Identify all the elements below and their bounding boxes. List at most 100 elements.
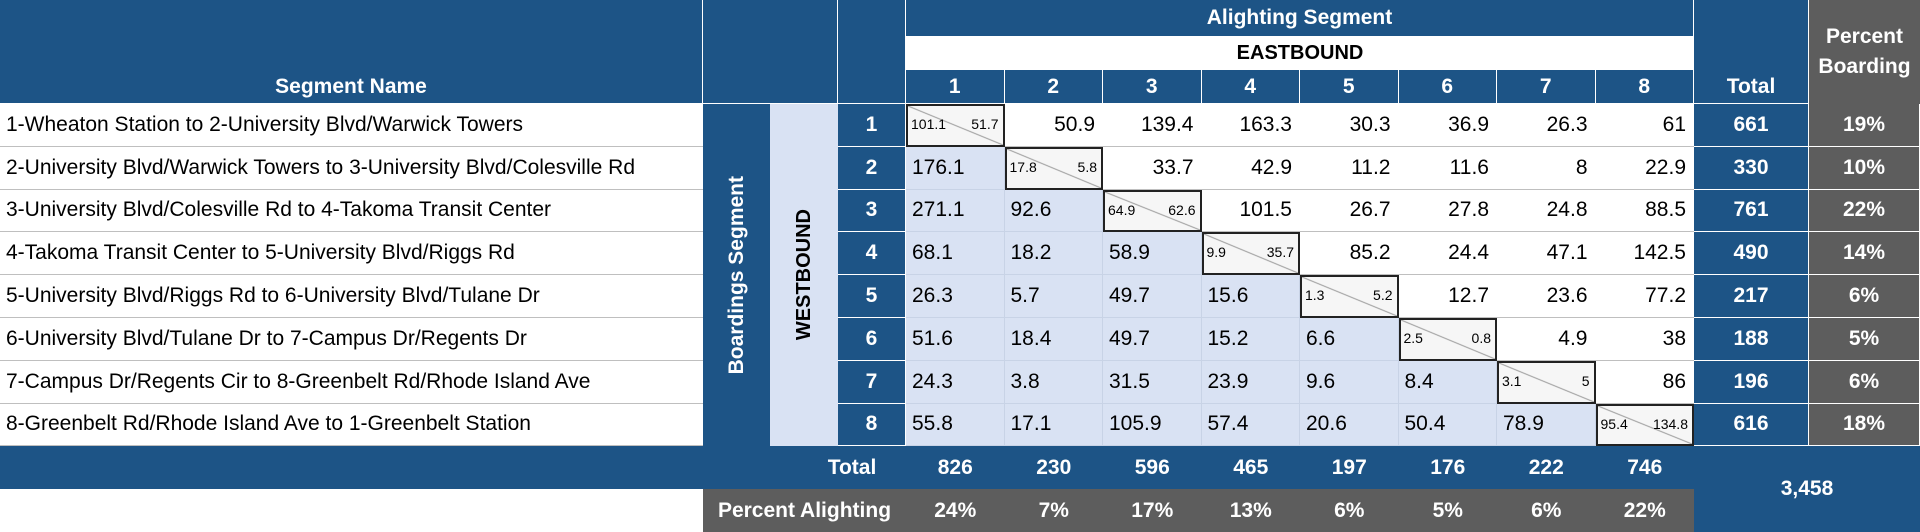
column-header-3: 3 xyxy=(1103,70,1202,104)
cell-r3-c7: 24.8 xyxy=(1497,189,1596,233)
row-total-4: 490 xyxy=(1694,232,1809,276)
cell-r6-c7: 4.9 xyxy=(1497,318,1596,361)
column-header-5: 5 xyxy=(1300,70,1399,104)
column-percent-2: 7% xyxy=(1004,489,1103,532)
cell-r6-c8: 38 xyxy=(1595,318,1694,361)
column-percent-6: 5% xyxy=(1398,489,1497,532)
cell-r5-c6: 12.7 xyxy=(1398,275,1497,318)
segment-name-row-8: 8-Greenbelt Rd/Rhode Island Ave to 1-Gre… xyxy=(0,403,703,447)
diagonal-value-b: 5 xyxy=(1581,372,1590,389)
diagonal-value-b: 134.8 xyxy=(1652,415,1688,432)
row-percent-3: 22% xyxy=(1809,189,1920,233)
row-percent-7: 6% xyxy=(1809,360,1920,404)
cell-r7-c5: 9.6 xyxy=(1300,360,1399,404)
diagonal-value-a: 64.9 xyxy=(1108,201,1136,218)
total-header: Total xyxy=(1694,0,1809,104)
westbound-label: WESTBOUND xyxy=(770,104,838,446)
cell-r7-c4: 23.9 xyxy=(1201,360,1300,404)
cell-r4-c7: 47.1 xyxy=(1497,232,1596,276)
row-total-6: 188 xyxy=(1694,318,1809,361)
column-header-2: 2 xyxy=(1004,70,1103,104)
cell-r8-c1: 55.8 xyxy=(906,403,1005,447)
row-total-8: 616 xyxy=(1694,403,1809,447)
cell-r7-c1: 24.3 xyxy=(906,360,1005,404)
row-number-8: 8 xyxy=(838,403,906,447)
cell-r5-c1: 26.3 xyxy=(906,275,1005,318)
diagonal-value-a: 1.3 xyxy=(1305,287,1325,304)
cell-r4-c6: 24.4 xyxy=(1398,232,1497,276)
diagonal-cell-3: 64.9 62.6 xyxy=(1103,189,1202,233)
cell-r1-c8: 61 xyxy=(1595,104,1694,147)
header-blank-number xyxy=(838,0,906,104)
cell-r2-c1: 176.1 xyxy=(906,146,1005,190)
column-header-1: 1 xyxy=(906,70,1005,104)
cell-r2-c6: 11.6 xyxy=(1398,146,1497,190)
column-header-8: 8 xyxy=(1595,70,1694,104)
segment-name-row-5: 5-University Blvd/Riggs Rd to 6-Universi… xyxy=(0,275,703,318)
alighting-segment-header: Alighting Segment xyxy=(906,0,1694,37)
row-total-2: 330 xyxy=(1694,146,1809,190)
segment-name-row-6: 6-University Blvd/Tulane Dr to 7-Campus … xyxy=(0,318,703,361)
cell-r3-c1: 271.1 xyxy=(906,189,1005,233)
cell-r1-c5: 30.3 xyxy=(1300,104,1399,147)
diagonal-value-a: 17.8 xyxy=(1009,158,1037,175)
diagonal-value-a: 2.5 xyxy=(1403,330,1423,346)
footer-blank xyxy=(0,489,703,532)
row-number-3: 3 xyxy=(838,189,906,233)
cell-r2-c8: 22.9 xyxy=(1595,146,1694,190)
row-percent-5: 6% xyxy=(1809,275,1920,318)
diagonal-cell-2: 17.8 5.8 xyxy=(1004,146,1103,190)
cell-r6-c4: 15.2 xyxy=(1201,318,1300,361)
row-percent-6: 5% xyxy=(1809,318,1920,361)
cell-r7-c6: 8.4 xyxy=(1398,360,1497,404)
segment-name-row-4: 4-Takoma Transit Center to 5-University … xyxy=(0,232,703,276)
cell-r8-c5: 20.6 xyxy=(1300,403,1399,447)
diagonal-cell-1: 101.1 51.7 xyxy=(906,104,1005,147)
diagonal-cell-8: 95.4 134.8 xyxy=(1595,403,1694,447)
westbound-text: WESTBOUND xyxy=(792,209,815,341)
column-total-3: 596 xyxy=(1103,446,1202,489)
diagonal-value-b: 5.8 xyxy=(1077,158,1097,175)
grand-total: 3,458 xyxy=(1694,446,1920,532)
cell-r3-c4: 101.5 xyxy=(1201,189,1300,233)
row-total-7: 196 xyxy=(1694,360,1809,404)
diagonal-value-b: 5.2 xyxy=(1373,287,1393,304)
cell-r7-c3: 31.5 xyxy=(1103,360,1202,404)
segment-name-row-2: 2-University Blvd/Warwick Towers to 3-Un… xyxy=(0,146,703,190)
row-total-3: 761 xyxy=(1694,189,1809,233)
cell-r1-c6: 36.9 xyxy=(1398,104,1497,147)
diagonal-value-a: 95.4 xyxy=(1600,415,1628,432)
cell-r2-c7: 8 xyxy=(1497,146,1596,190)
column-total-1: 826 xyxy=(906,446,1005,489)
cell-r3-c5: 26.7 xyxy=(1300,189,1399,233)
cell-r4-c1: 68.1 xyxy=(906,232,1005,276)
cell-r6-c1: 51.6 xyxy=(906,318,1005,361)
column-total-5: 197 xyxy=(1300,446,1399,489)
row-percent-1: 19% xyxy=(1809,104,1920,147)
row-total-1: 661 xyxy=(1694,104,1809,147)
cell-r1-c7: 26.3 xyxy=(1497,104,1596,147)
cell-r2-c4: 42.9 xyxy=(1201,146,1300,190)
cell-r6-c3: 49.7 xyxy=(1103,318,1202,361)
column-percent-4: 13% xyxy=(1201,489,1300,532)
column-total-4: 465 xyxy=(1201,446,1300,489)
diagonal-value-b: 62.6 xyxy=(1168,201,1196,218)
diagonal-cell-5: 1.3 5.2 xyxy=(1300,275,1399,318)
cell-r5-c7: 23.6 xyxy=(1497,275,1596,318)
row-percent-8: 18% xyxy=(1809,403,1920,447)
row-number-6: 6 xyxy=(838,318,906,361)
cell-r1-c3: 139.4 xyxy=(1103,104,1202,147)
cell-r8-c4: 57.4 xyxy=(1201,403,1300,447)
cell-r1-c4: 163.3 xyxy=(1201,104,1300,147)
diagonal-value-b: 0.8 xyxy=(1471,330,1491,346)
diagonal-value-a: 101.1 xyxy=(911,116,947,132)
boardings-segment-text: Boardings Segment xyxy=(724,175,748,375)
row-number-5: 5 xyxy=(838,275,906,318)
cell-r8-c2: 17.1 xyxy=(1004,403,1103,447)
percent-alighting-label: Percent Alighting xyxy=(703,489,906,532)
column-header-6: 6 xyxy=(1398,70,1497,104)
boardings-segment-label: Boardings Segment xyxy=(703,104,770,446)
row-number-4: 4 xyxy=(838,232,906,276)
cell-r5-c2: 5.7 xyxy=(1004,275,1103,318)
